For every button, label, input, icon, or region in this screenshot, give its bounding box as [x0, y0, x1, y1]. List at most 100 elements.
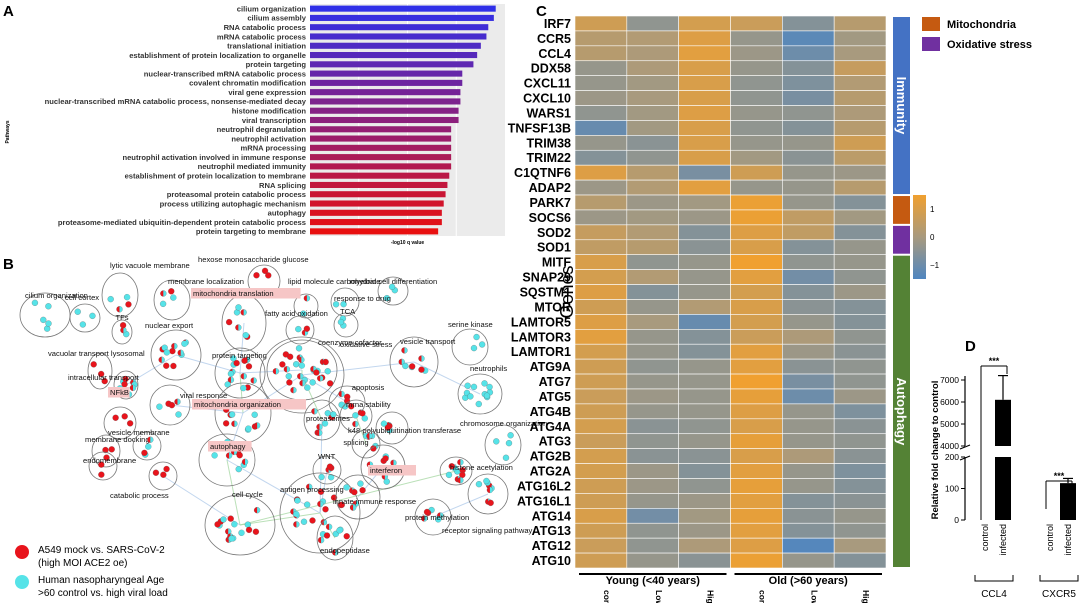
heatmap-cell — [678, 45, 731, 62]
network-node — [309, 517, 316, 524]
heatmap-cell — [833, 135, 887, 151]
cluster-boundary-16 — [214, 347, 266, 399]
network-node — [322, 506, 329, 513]
heatmap-cell — [782, 537, 835, 554]
cluster-label-20: intracellular transport — [68, 373, 140, 382]
network-node — [230, 355, 237, 362]
bar-1-1 — [1060, 483, 1076, 520]
column-label-2: High titer — [706, 590, 716, 603]
network-node — [473, 333, 480, 341]
heatmap-cell — [730, 358, 783, 375]
network-node-half — [454, 464, 458, 471]
gene-label-9: TRIM22 — [527, 151, 572, 165]
cluster-boundary-11 — [333, 312, 359, 338]
heatmap-cell — [626, 90, 679, 106]
network-edge-5 — [226, 412, 244, 461]
gene-label-36: ATG10 — [532, 554, 571, 568]
heatmap-cell — [574, 179, 628, 196]
category-label-15: mRNA processing — [240, 144, 306, 153]
network-node — [303, 325, 311, 332]
network-edge-11 — [301, 361, 415, 376]
heatmap-cell — [782, 269, 835, 285]
heatmap-cell — [782, 194, 835, 211]
heatmap-cell — [782, 60, 835, 76]
heatmap-cell — [574, 522, 628, 539]
network-edge-18 — [355, 415, 367, 445]
network-node-half — [369, 433, 373, 440]
cluster-boundary-10 — [285, 315, 315, 345]
network-node-half — [275, 368, 279, 375]
network-node — [121, 413, 128, 420]
cluster-boundary-31 — [88, 451, 118, 481]
network-node — [214, 521, 221, 528]
heatmap-cell — [574, 358, 628, 375]
heatmap-cell — [574, 60, 628, 76]
group-label-1: CXCR5 — [1042, 589, 1076, 600]
bar-19 — [310, 181, 448, 188]
column-label-3: control — [757, 590, 767, 603]
network-node-half — [341, 401, 345, 408]
heatmap-cell — [833, 388, 887, 405]
heatmap-cell — [833, 224, 887, 241]
gene-label-33: ATG14 — [532, 509, 571, 523]
bar-0-1-lower — [995, 457, 1011, 520]
heatmap-cell — [782, 284, 835, 300]
heatmap-cell — [730, 164, 783, 181]
network-node — [293, 361, 300, 368]
heatmap-cell — [833, 284, 887, 300]
heatmap-cell — [730, 239, 783, 256]
network-edge-20 — [162, 475, 241, 526]
bar-24 — [310, 228, 439, 235]
network-node — [343, 533, 350, 540]
network-node — [383, 295, 391, 302]
legend-dot-0 — [15, 545, 29, 559]
heatmap-cell — [730, 403, 783, 420]
heatmap-cell — [678, 358, 731, 375]
bar-17 — [310, 163, 452, 170]
network-node-half — [440, 512, 444, 519]
network-node — [332, 301, 340, 308]
cluster-highlight-22 — [108, 387, 130, 398]
network-node — [322, 358, 329, 366]
network-node — [357, 480, 364, 487]
bar-21 — [310, 200, 444, 207]
heatmap-cell — [574, 149, 628, 166]
gene-label-11: ADAP2 — [529, 181, 571, 195]
category-label-23: proteasome-mediated ubiquitin-dependent … — [58, 218, 306, 227]
network-node — [31, 299, 39, 306]
cluster-label-23: viral response — [180, 391, 227, 400]
network-node-half — [243, 309, 247, 316]
network-node-half — [306, 295, 310, 302]
network-node — [470, 383, 478, 390]
heatmap-cell — [678, 75, 731, 91]
heatmap-cell — [782, 209, 835, 226]
heatmap-cell — [833, 254, 887, 270]
heatmap-cell — [678, 239, 731, 256]
heatmap-cell — [782, 224, 835, 241]
network-node — [470, 344, 478, 352]
heatmap-cell — [574, 30, 628, 47]
heatmap-y-axis-label: Genes — [557, 265, 577, 318]
heatmap-cell — [626, 75, 679, 91]
y-tick-label-upper-2: 6000 — [940, 397, 959, 407]
gene-label-0: IRF7 — [544, 17, 571, 31]
heatmap-cell — [626, 299, 679, 315]
network-node — [487, 499, 494, 507]
network-node-half — [228, 528, 232, 535]
heatmap-cell — [574, 75, 628, 91]
heatmap-cell — [782, 418, 835, 435]
heatmap-cell — [678, 299, 731, 315]
heatmap-cell — [574, 373, 628, 390]
cluster-boundary-3 — [153, 279, 191, 321]
category-legend-swatch-1 — [922, 37, 940, 51]
network-node — [253, 272, 260, 279]
network-node — [107, 296, 114, 303]
cluster-boundary-22 — [103, 406, 137, 440]
cluster-label-35: interferon — [370, 466, 402, 475]
bar-10 — [310, 98, 461, 105]
cluster-boundary-39 — [279, 472, 361, 554]
heatmap-cell — [730, 194, 783, 211]
gene-label-30: ATG2A — [530, 465, 571, 479]
